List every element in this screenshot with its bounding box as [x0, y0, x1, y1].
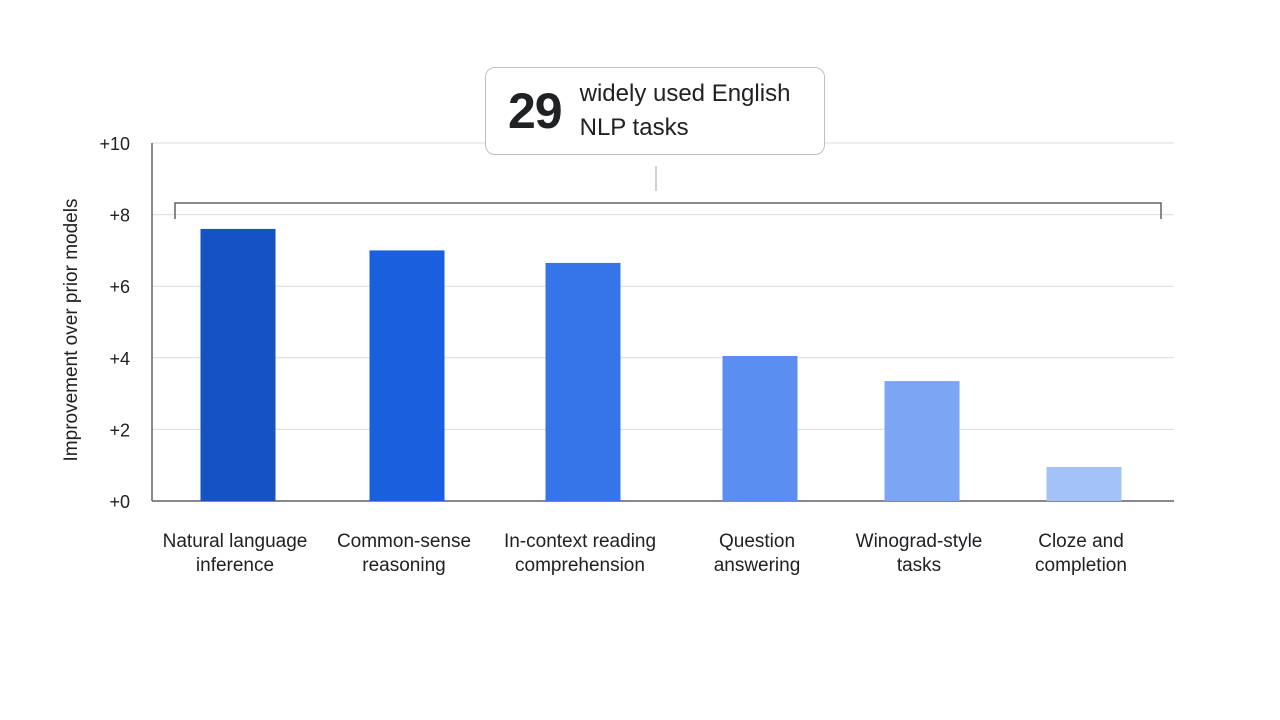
callout-number: 29: [508, 83, 563, 139]
callout-text: widely used English NLP tasks: [579, 80, 791, 141]
category-label: inference: [196, 555, 274, 576]
bar: [369, 250, 445, 501]
category-label: Common-sense: [337, 531, 471, 552]
bracket-line: [174, 202, 1162, 219]
bar: [722, 356, 798, 501]
y-tick-label: +2: [109, 420, 130, 440]
category-label: In-context reading: [504, 531, 656, 552]
callout-bracket: [174, 166, 1162, 219]
bar: [1046, 466, 1122, 501]
bar: [884, 381, 960, 501]
y-tick-label: +6: [109, 277, 130, 297]
callout-box: 29 widely used English NLP tasks: [485, 67, 825, 155]
category-label: Winograd-style: [856, 531, 983, 552]
category-label: answering: [714, 555, 801, 576]
bar: [545, 262, 621, 501]
y-tick-label: +0: [109, 492, 130, 512]
y-tick-label: +8: [109, 206, 130, 226]
category-label: completion: [1035, 555, 1127, 576]
y-axis-title: Improvement over prior models: [61, 199, 82, 462]
y-tick-labels: +0 +2 +4 +6 +8 +10: [99, 134, 130, 512]
category-label: Question: [719, 531, 795, 552]
category-label: Cloze and: [1038, 531, 1124, 552]
category-label: tasks: [897, 555, 941, 576]
category-label: comprehension: [515, 555, 645, 576]
category-label: Natural language: [163, 531, 308, 552]
category-label: reasoning: [362, 555, 445, 576]
bar: [200, 228, 276, 502]
y-tick-label: +4: [109, 349, 130, 369]
y-tick-label: +10: [99, 134, 130, 154]
gridlines: [151, 142, 1174, 502]
category-labels: Natural language inference Common-sense rea…: [163, 531, 1127, 576]
bars: [200, 228, 1122, 502]
